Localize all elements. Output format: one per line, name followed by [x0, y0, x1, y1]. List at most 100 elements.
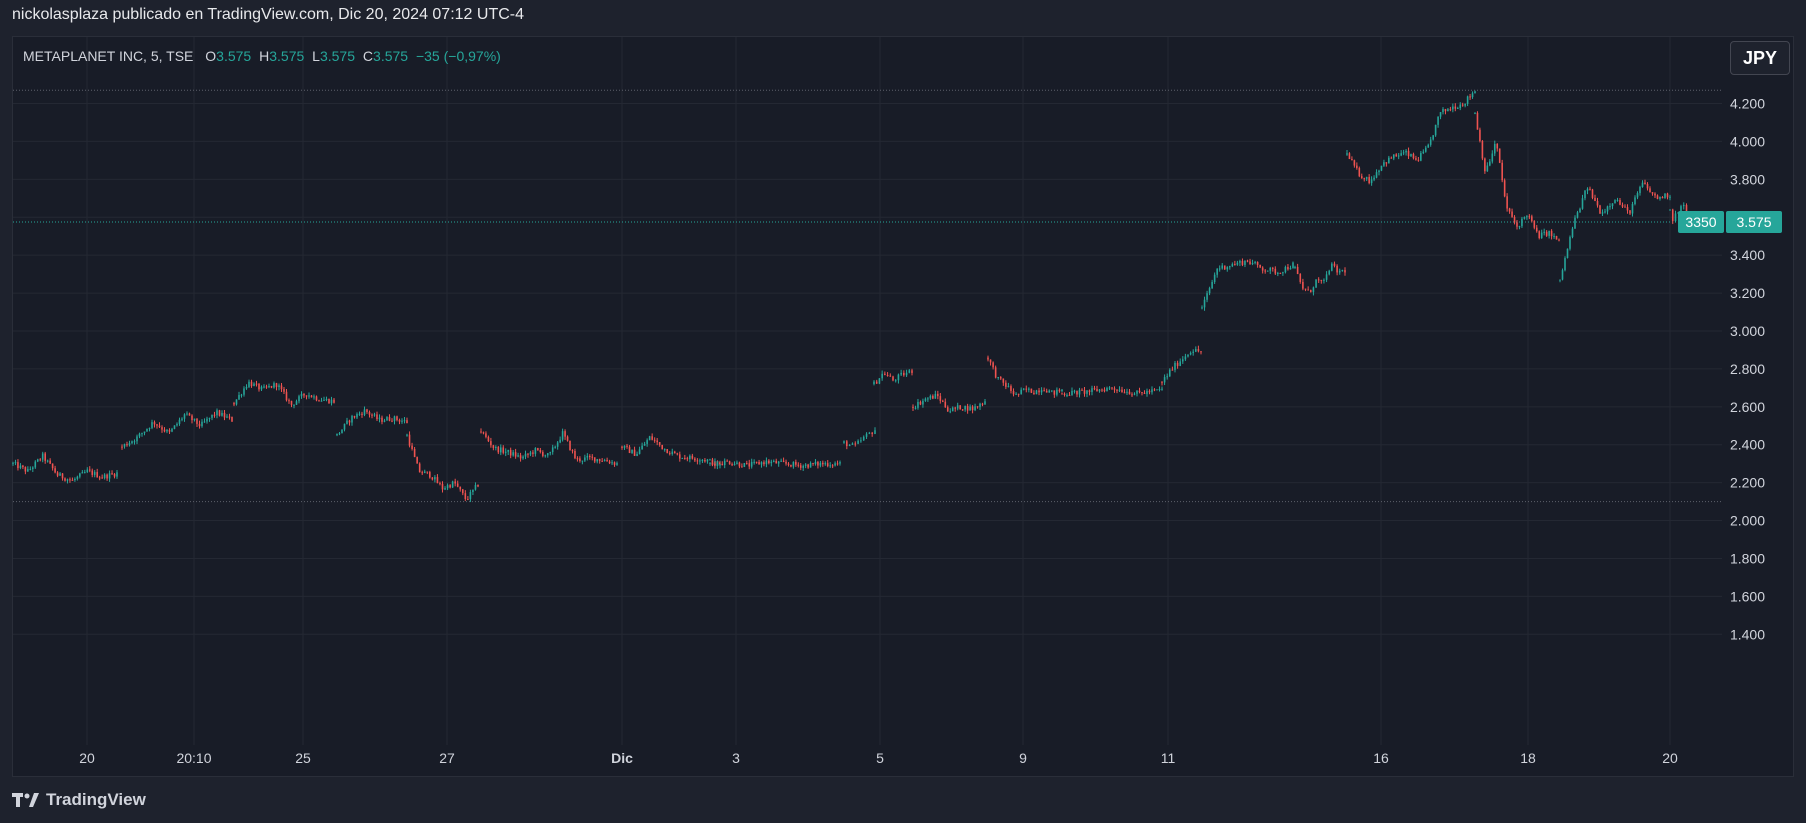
x-axis-tick-label: 20 [79, 750, 95, 766]
candle-body [1581, 198, 1584, 209]
candle-body [1307, 289, 1309, 291]
candle-body [1338, 270, 1341, 273]
candle-body [989, 359, 992, 363]
candle-body [22, 465, 24, 468]
candle-body [1461, 104, 1464, 106]
candle-body [231, 417, 233, 422]
candle-body [689, 455, 691, 460]
candle-body [792, 461, 795, 467]
currency-button[interactable]: JPY [1730, 41, 1790, 75]
candle-body [454, 481, 456, 484]
candle-body [255, 383, 258, 385]
candle-body [758, 462, 760, 465]
candle-body [1171, 369, 1174, 371]
candle-body [388, 417, 391, 421]
candle-body [263, 386, 265, 388]
candle-body [1348, 153, 1351, 160]
countdown-label: 3350 [1685, 214, 1716, 230]
candle-body [981, 403, 984, 405]
candle-body [1429, 139, 1432, 145]
candle-body [997, 376, 1000, 378]
candle-body [1166, 376, 1168, 378]
candle-body [1601, 212, 1604, 214]
tradingview-logo-icon [12, 793, 39, 807]
x-axis-tick-label: Dic [611, 750, 633, 766]
candle-body [1454, 106, 1457, 109]
candle-body [353, 416, 356, 418]
candle-body [351, 416, 353, 423]
candle-body [421, 472, 424, 474]
symbol-legend[interactable]: METAPLANET INC, 5, TSE O3.575 H3.575 L3.… [23, 48, 501, 64]
candle-body [1501, 162, 1503, 181]
candle-body [542, 452, 544, 456]
candle-body [527, 453, 529, 455]
candle-body [704, 460, 706, 462]
candle-body [238, 395, 240, 400]
candle-body [1083, 390, 1086, 394]
candle-body [1400, 153, 1402, 156]
candle-body [1010, 386, 1012, 392]
candle-body [1609, 206, 1611, 208]
candle-body [775, 460, 778, 464]
candle-body [1545, 231, 1548, 236]
candle-body [158, 425, 161, 428]
candle-body [451, 481, 454, 488]
candle-body [121, 446, 123, 448]
candle-body [865, 433, 868, 437]
candle-body [285, 391, 288, 401]
candle-body [1664, 193, 1666, 199]
low-value: 3.575 [319, 48, 356, 64]
candle-body [163, 429, 166, 432]
candle-body [1063, 393, 1066, 396]
candle-body [1148, 390, 1151, 393]
candle-body [113, 473, 116, 477]
candle-body [1599, 205, 1601, 214]
candle-body [719, 464, 721, 466]
candle-body [1317, 279, 1320, 281]
candle-body [719, 462, 721, 464]
candle-body [1619, 200, 1621, 205]
candle-body [1576, 212, 1579, 218]
candle-body [748, 463, 751, 467]
candle-body [148, 427, 151, 429]
candle-body [862, 436, 865, 441]
candle-body [641, 445, 643, 450]
candle-body [768, 460, 770, 464]
tradingview-logo[interactable]: TradingView [12, 790, 146, 810]
candle-body [191, 415, 193, 421]
candle-body [81, 472, 84, 474]
candle-body [1378, 170, 1380, 173]
candle-body [728, 461, 731, 465]
candle-body [809, 462, 812, 468]
candle-body [273, 383, 275, 388]
candle-body [1521, 218, 1523, 227]
grid-lines [13, 37, 1722, 745]
candle-body [126, 444, 128, 446]
candle-body [795, 461, 797, 465]
candle-body [1385, 162, 1388, 164]
candle-body [1103, 389, 1106, 392]
candle-body [1680, 206, 1682, 213]
candle-body [857, 440, 859, 444]
candle-body [51, 463, 54, 469]
candle-body [186, 413, 188, 415]
candle-body [1388, 157, 1390, 164]
high-label: H [259, 48, 270, 64]
candle-body [14, 462, 17, 464]
y-axis-tick-label: 3.000 [1730, 323, 1765, 339]
y-axis-tick-label: 4.200 [1730, 96, 1765, 112]
candle-body [128, 443, 131, 446]
candle-body [802, 465, 805, 468]
candle-body [908, 370, 911, 373]
candle-body [673, 451, 676, 454]
candle-body [280, 385, 283, 390]
candle-body [871, 432, 873, 434]
candle-body [1639, 187, 1641, 194]
candle-body [831, 465, 834, 467]
candle-body [1594, 197, 1596, 201]
candle-body [1360, 176, 1363, 179]
candle-body [797, 464, 800, 466]
candle-body [812, 462, 814, 464]
candle-body [843, 441, 845, 443]
